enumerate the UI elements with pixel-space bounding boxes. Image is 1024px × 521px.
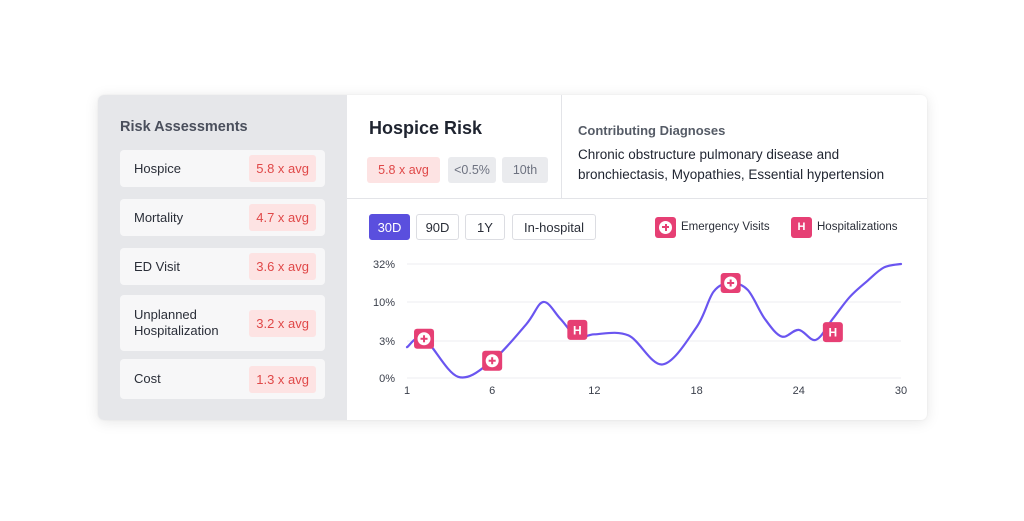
y-tick-label: 32% [373, 259, 395, 271]
risk-multiplier-badge: 5.8 x avg [367, 157, 440, 183]
diagnoses-panel: Contributing Diagnoses Chronic obstructu… [562, 95, 927, 198]
risk-card: Risk Assessments Hospice 5.8 x avg Morta… [98, 95, 927, 420]
risk-item-unplanned-hospitalization[interactable]: Unplanned Hospitalization 3.2 x avg [120, 295, 325, 351]
plus-horizontal [488, 359, 496, 362]
risk-badge: 5.8 x avg [249, 155, 316, 182]
risk-label: Unplanned Hospitalization [134, 307, 219, 338]
hospitalization-marker [822, 322, 843, 343]
series-line [405, 262, 903, 379]
diagnoses-title: Contributing Diagnoses [578, 123, 726, 138]
x-tick-label: 6 [489, 385, 495, 397]
probability-badge: <0.5% [448, 157, 496, 183]
hospitalization-marker [567, 319, 588, 340]
risk-label: ED Visit [134, 258, 180, 274]
plus-horizontal [420, 337, 428, 340]
emergency-icon [655, 216, 676, 238]
risk-item-ed-visit[interactable]: ED Visit 3.6 x avg [120, 248, 325, 285]
risk-label: Cost [134, 371, 161, 386]
hospital-h-icon: H [829, 326, 838, 340]
x-tick-label: 24 [793, 385, 805, 397]
risk-item-mortality[interactable]: Mortality 4.7 x avg [120, 199, 325, 236]
legend-hospital-label: Hospitalizations [817, 221, 898, 233]
plus-horizontal [727, 282, 735, 284]
diagnoses-text: Chronic obstructure pulmonary disease an… [578, 147, 885, 182]
x-tick-label: 12 [588, 385, 600, 397]
divider [347, 198, 927, 199]
hospital-h-icon: H [573, 323, 582, 337]
risk-badge: 3.6 x avg [249, 253, 316, 280]
hospice-risk-panel: Hospice Risk 5.8 x avg <0.5% 10th [347, 95, 562, 198]
risk-badge: 4.7 x avg [249, 204, 316, 231]
hospital-h-icon: H [791, 216, 812, 238]
tab-in-hospital[interactable]: In-hospital [512, 214, 596, 240]
x-tick-label: 30 [895, 385, 907, 397]
legend-hospitalizations: H Hospitalizations [791, 215, 898, 239]
risk-label: Mortality [134, 209, 184, 225]
y-tick-label: 0% [379, 373, 395, 385]
x-tick-label: 18 [690, 385, 702, 397]
risk-sidebar: Risk Assessments Hospice 5.8 x avg Morta… [98, 95, 347, 420]
risk-item-cost[interactable]: Cost 1.3 x avg [120, 359, 325, 399]
risk-line-chart: 0% 3% 10% 32% 1 6 12 18 24 30 H H [373, 259, 907, 397]
sidebar-title: Risk Assessments [120, 119, 248, 135]
legend-emergency-visits: Emergency Visits [655, 215, 770, 239]
tab-30d[interactable]: 30D [369, 214, 410, 240]
risk-label: Hospice [134, 160, 181, 176]
percentile-badge: 10th [502, 157, 548, 183]
tab-90d[interactable]: 90D [416, 214, 459, 240]
risk-badge: 3.2 x avg [249, 309, 316, 337]
risk-item-hospice[interactable]: Hospice 5.8 x avg [120, 150, 325, 187]
page-title: Hospice Risk [369, 118, 483, 138]
x-tick-label: 1 [404, 385, 410, 397]
tab-1y[interactable]: 1Y [465, 214, 505, 240]
y-tick-label: 3% [379, 336, 395, 348]
risk-badge: 1.3 x avg [249, 365, 316, 393]
y-tick-label: 10% [373, 297, 395, 309]
legend-emergency-label: Emergency Visits [681, 221, 770, 233]
